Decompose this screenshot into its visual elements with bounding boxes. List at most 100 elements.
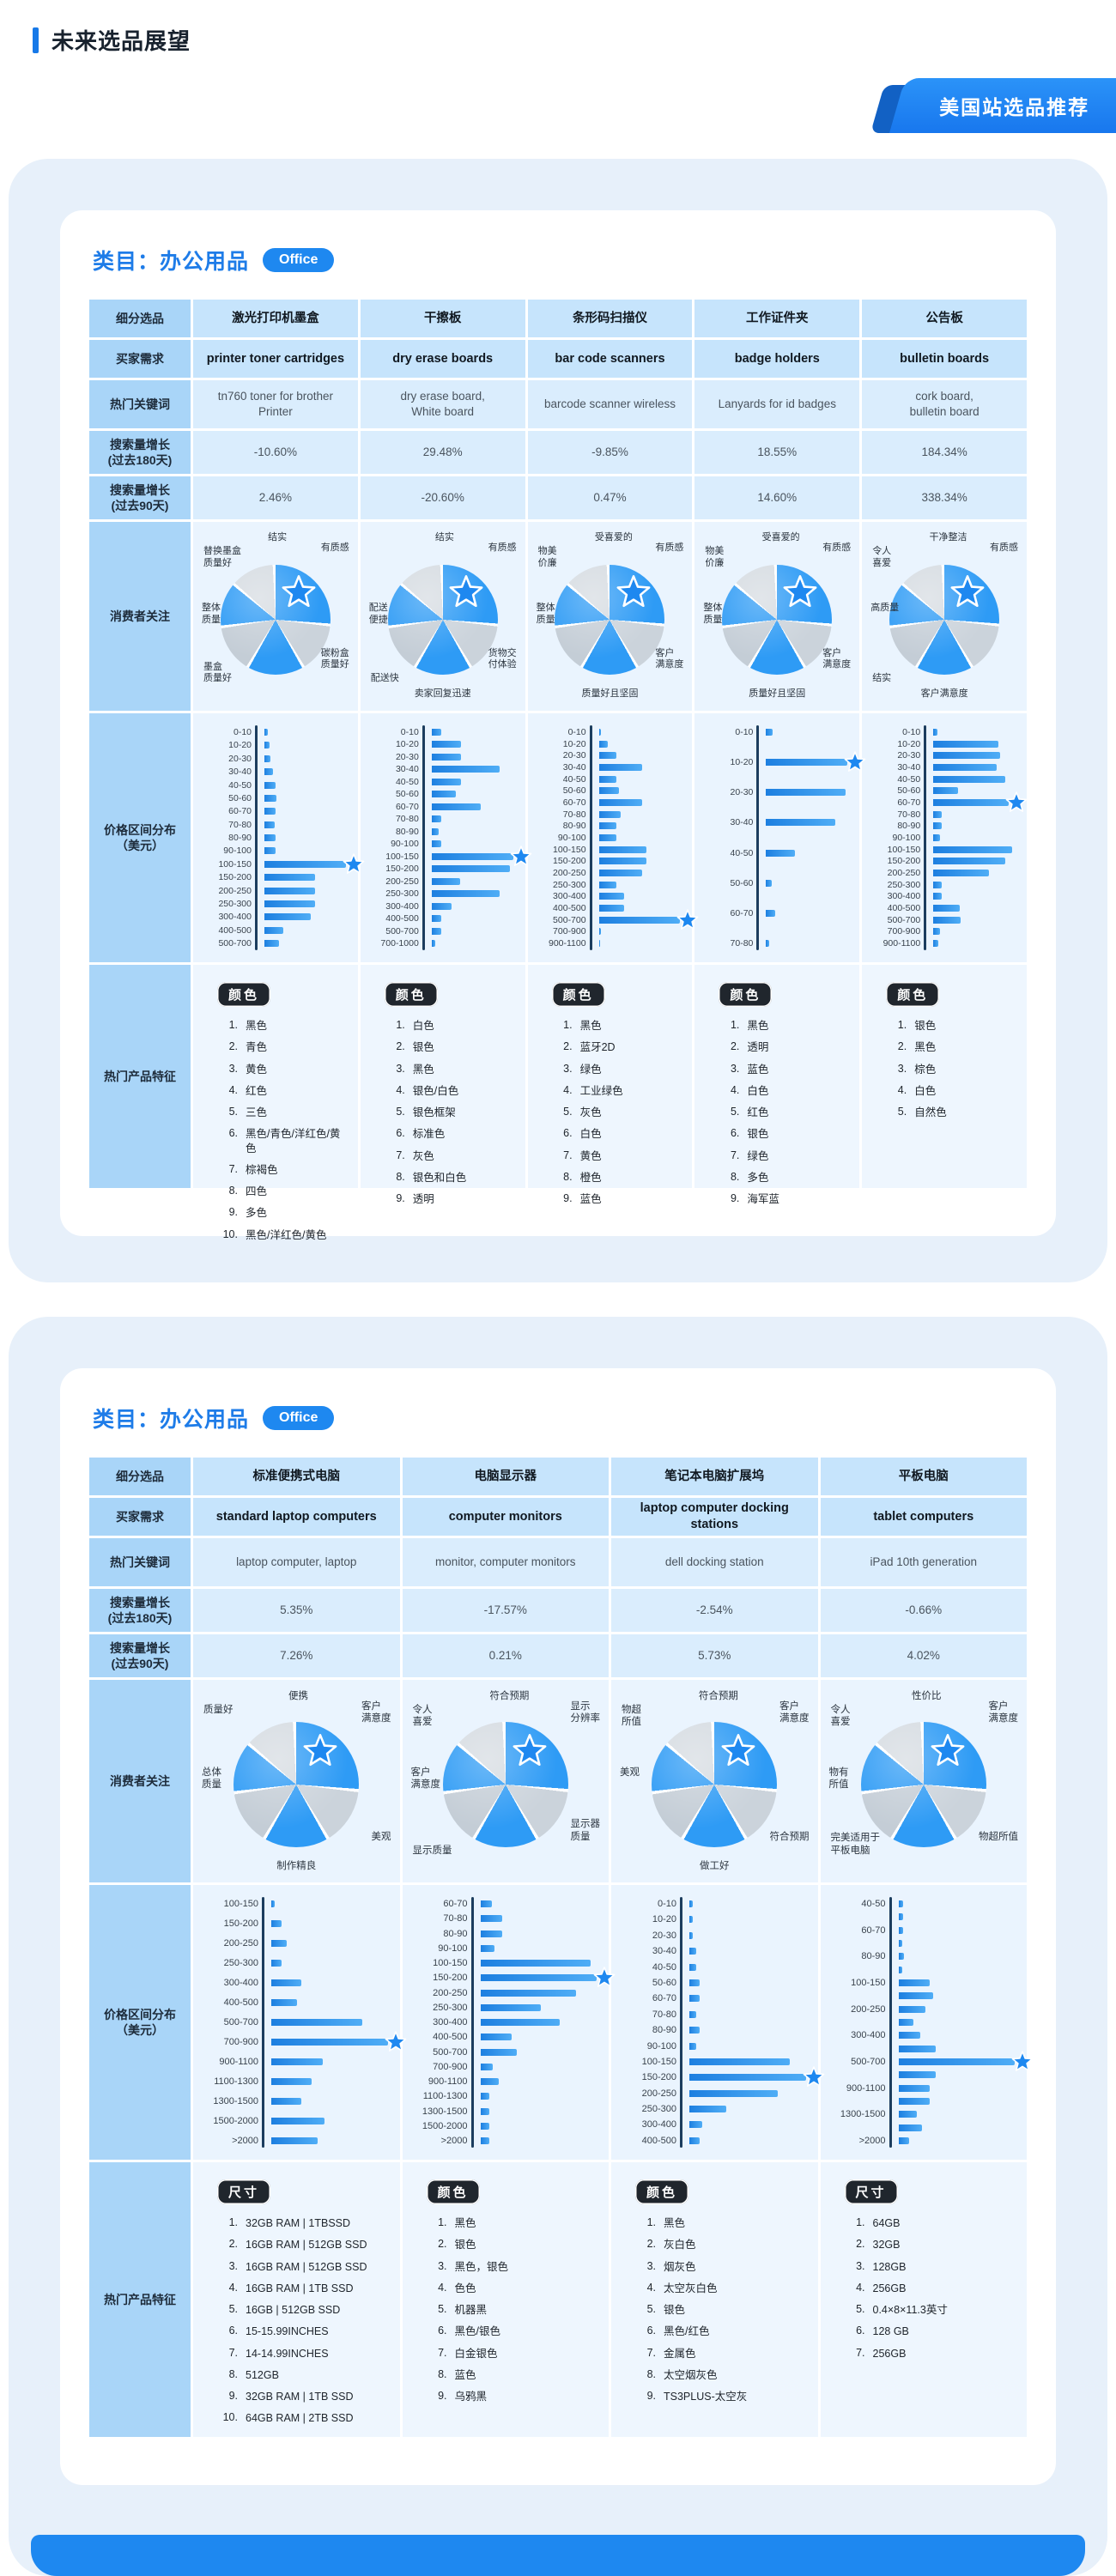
bar-row: 70-80 [202, 820, 346, 830]
bar-tick-label: 10-20 [228, 740, 252, 751]
bar-track [264, 900, 346, 907]
feature-item: 9. 透明 [383, 1192, 513, 1206]
bar [271, 1940, 287, 1947]
bar [766, 759, 848, 767]
bar-track [598, 904, 681, 912]
feature-index: 4. [563, 1083, 573, 1096]
feature-text: 灰色 [579, 1106, 602, 1118]
bar [933, 893, 942, 900]
feature-index: 7. [856, 2346, 865, 2359]
feature-text: 太空灰白色 [664, 2282, 718, 2294]
bar-row: 100-150 [870, 845, 1015, 855]
growth-180d: 184.34% [862, 431, 1027, 474]
bar [898, 2045, 936, 2052]
bar-track [480, 2122, 597, 2130]
feature-text: 32GB [872, 2239, 901, 2252]
feature-type-badge: 颜色 [384, 982, 438, 1007]
feature-text: 黑色 [747, 1020, 769, 1032]
feature-index: 1. [563, 1019, 573, 1031]
category-badge: Office [263, 1406, 335, 1430]
star-marker [384, 2030, 408, 2054]
bar-track [933, 893, 1015, 900]
bar [480, 2137, 490, 2144]
bar-tick-label: 40-50 [228, 779, 252, 791]
page-title: 未来选品展望 [52, 28, 191, 54]
feature-text: 黑色 [246, 1020, 268, 1032]
bar-track [933, 858, 1015, 865]
feature-text: 绿色 [579, 1063, 602, 1076]
bar [598, 881, 616, 888]
product-name: 笔记本电脑扩展坞 [611, 1458, 818, 1495]
bar-track [598, 763, 681, 771]
feature-index: 5. [897, 1106, 907, 1118]
bar [689, 1916, 694, 1924]
bar [264, 808, 276, 815]
pie-chart [860, 1722, 986, 1848]
feature-item: 3. 16GB RAM | 512GB SSD [215, 2260, 388, 2274]
bar-track [689, 1963, 806, 1971]
bar-row: 70-80 [411, 1913, 597, 1924]
bar-track [598, 908, 699, 930]
feature-item: 6. 银色 [717, 1127, 847, 1141]
bar-tick-label: 90-100 [391, 839, 419, 850]
bar-tick-label: 30-40 [228, 767, 252, 778]
feature-index: 5. [396, 1106, 405, 1118]
bar-track [264, 768, 346, 776]
bar [480, 1930, 503, 1937]
bar-track [264, 926, 346, 934]
bar-row: 60-70 [829, 1925, 1016, 1936]
bar-tick-label: 700-900 [223, 2037, 258, 2047]
bar-track [598, 810, 681, 818]
growth-180d: 5.35% [193, 1589, 400, 1632]
bar-track [689, 2089, 806, 2097]
bar-track [431, 741, 513, 749]
feature-index: 4. [730, 1083, 740, 1096]
feature-item: 4. 银色/白色 [383, 1084, 513, 1098]
bar [264, 887, 315, 894]
feature-text: 红色 [747, 1106, 769, 1118]
feature-text: 棕褐色 [246, 1163, 278, 1176]
bar-tick-label: 900-1100 [882, 937, 921, 949]
growth-180d: -2.54% [611, 1589, 818, 1632]
bar-row: 100-150 [202, 853, 365, 874]
product-name: 公告板 [862, 300, 1027, 337]
bar-tick-label: 70-80 [562, 809, 586, 820]
feature-index: 4. [438, 2281, 447, 2294]
bar [264, 940, 280, 947]
bar-tick-label: 10-20 [652, 1914, 676, 1925]
bar [264, 847, 276, 855]
bar-tick-label: 700-900 [553, 926, 586, 937]
pie-slice-label: 显示 分辨率 [570, 1701, 601, 1724]
bar-track [598, 881, 681, 888]
feature-text: 0.4×8×11.3英寸 [872, 2304, 948, 2316]
bar-track [598, 833, 681, 841]
bar-track [264, 913, 346, 921]
feature-text: 多色 [246, 1207, 268, 1220]
bar-row: 150-200 [202, 1918, 388, 1929]
feature-item: 6. 白色 [550, 1127, 681, 1141]
bar [933, 740, 999, 748]
bar-track [480, 2107, 597, 2115]
feature-item: 3. 绿色 [550, 1063, 681, 1076]
bar-track [431, 890, 513, 898]
bar-row: 50-60 [537, 785, 681, 796]
bar [271, 1999, 297, 2006]
feature-item: 2. 青色 [215, 1040, 346, 1054]
bar [933, 798, 1010, 806]
bar-row: 80-90 [537, 821, 681, 831]
category-title: 类目：办公用品 [93, 250, 250, 274]
star-marker [949, 573, 986, 611]
feature-text: 银色 [914, 1020, 937, 1032]
feature-item: 3. 烟灰色 [634, 2260, 806, 2274]
bar-row [829, 2071, 1016, 2079]
feature-item: 8. 橙色 [550, 1171, 681, 1185]
feature-item: 5. 自然色 [884, 1106, 1015, 1119]
price-distribution-chart: 100-150 150-200 200-250 250-300 300-400 400-5… [202, 1895, 406, 2149]
category-badge: Office [263, 248, 335, 272]
feature-item: 1. 白色 [383, 1019, 513, 1033]
bar-tick-label: 20-30 [562, 750, 586, 761]
card-title-row: 类目：办公用品 Office [93, 245, 1027, 276]
feature-index: 7. [563, 1149, 573, 1161]
product-name: 工作证件夹 [694, 300, 860, 337]
page-header: 未来选品展望 [0, 0, 1116, 56]
